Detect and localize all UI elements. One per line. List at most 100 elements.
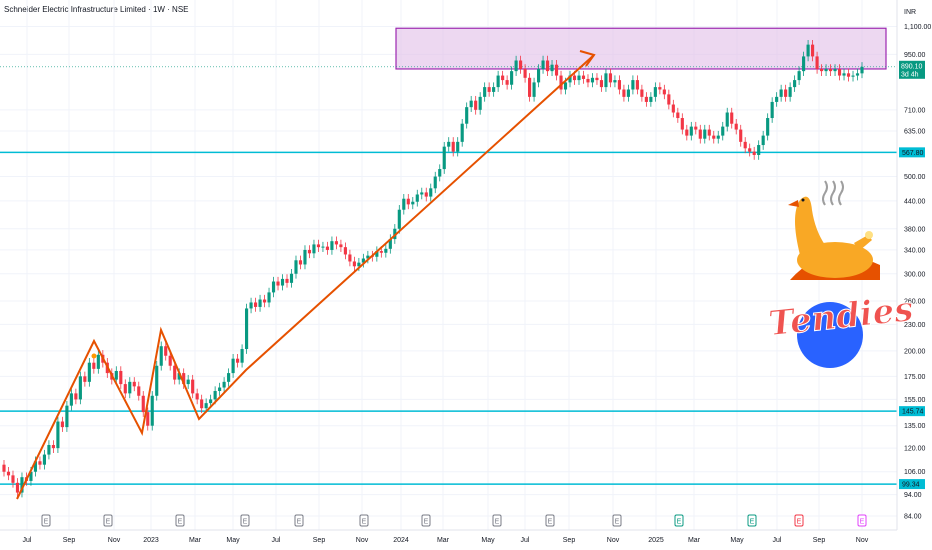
- candle-body: [779, 89, 783, 97]
- earnings-marker-label: E: [548, 519, 553, 526]
- candle-body: [366, 255, 370, 259]
- candle-body: [379, 251, 383, 253]
- candle-body: [267, 292, 271, 303]
- candle-body: [766, 118, 770, 136]
- candle-body: [775, 96, 779, 102]
- candle-body: [11, 475, 15, 483]
- candle-body: [253, 302, 258, 307]
- chart-title: Schneider Electric Infrastructure Limite…: [4, 5, 189, 14]
- logo-drumstick: [854, 235, 872, 251]
- candle-body: [510, 71, 514, 85]
- candle-body: [734, 123, 738, 130]
- candle-body: [447, 141, 451, 147]
- x-tick-label: Nov: [607, 537, 620, 544]
- candle-body: [15, 482, 20, 493]
- earnings-marker-label: E: [495, 519, 500, 526]
- candle-body: [42, 454, 47, 465]
- candle-body: [653, 87, 657, 97]
- y-tick-label: 635.00: [904, 129, 926, 136]
- candle-body: [240, 349, 244, 363]
- y-tick-label: 380.00: [904, 226, 926, 233]
- candle-body: [851, 75, 855, 77]
- candle-body: [47, 444, 51, 455]
- candle-body: [536, 68, 541, 83]
- earnings-marker: E: [492, 514, 502, 527]
- candle-body: [474, 100, 478, 110]
- candle-body: [590, 77, 595, 83]
- support-price-tag: [899, 479, 925, 490]
- candle-body: [802, 56, 806, 72]
- candle-body: [698, 129, 702, 139]
- marker-dot: [91, 353, 97, 359]
- zigzag-pattern: [16, 54, 595, 500]
- candle-body: [123, 384, 127, 394]
- candle-body: [325, 246, 330, 250]
- candle-body: [626, 89, 630, 97]
- candle-body: [532, 82, 536, 97]
- candle-body: [721, 126, 725, 136]
- candle-body: [433, 176, 437, 189]
- candle-body: [451, 141, 455, 152]
- candle-body: [227, 373, 231, 382]
- candle-body: [465, 107, 469, 124]
- x-tick-label: Nov: [856, 537, 869, 544]
- candle-body: [186, 379, 190, 385]
- candle-body: [411, 201, 415, 205]
- earnings-marker: E: [41, 514, 51, 527]
- earnings-marker-label: E: [362, 519, 367, 526]
- candle-body: [806, 44, 810, 57]
- candle-body: [595, 77, 599, 81]
- candle-body: [29, 471, 33, 481]
- y-tick-label: 106.00: [904, 469, 926, 476]
- candle-body: [195, 393, 199, 400]
- candle-body: [658, 87, 662, 90]
- earnings-marker: E: [103, 514, 113, 527]
- y-tick-label: 1,100.00: [904, 24, 931, 31]
- candle-body: [617, 80, 621, 90]
- candle-body: [159, 346, 163, 366]
- candle-body: [577, 75, 581, 81]
- support-price-tag: [899, 406, 925, 417]
- y-tick-label: 710.00: [904, 107, 926, 114]
- candle-body: [406, 198, 410, 205]
- last-price-tag: [899, 60, 925, 79]
- x-tick-label: Jul: [521, 537, 530, 544]
- x-tick-label: May: [730, 537, 744, 544]
- candle-body: [644, 96, 648, 102]
- candle-body: [492, 87, 496, 92]
- candle-body: [231, 358, 235, 374]
- candle-body: [662, 89, 666, 95]
- candle-body: [393, 228, 397, 240]
- countdown-label: 3d 4h: [901, 71, 919, 78]
- candle-body: [87, 362, 91, 382]
- candle-body: [137, 386, 141, 396]
- candle-body: [334, 241, 338, 245]
- earnings-marker-label: E: [424, 519, 429, 526]
- logo-turkey-body: [797, 242, 873, 278]
- candle-body: [676, 112, 680, 119]
- candle-body: [649, 96, 653, 102]
- candle-body: [707, 129, 711, 136]
- x-tick-label: Nov: [108, 537, 121, 544]
- candle-body: [860, 66, 864, 74]
- logo-eye: [801, 198, 805, 202]
- candle-body: [586, 78, 590, 83]
- support-price-label: 567.80: [902, 150, 924, 157]
- candle-body: [280, 278, 285, 286]
- candle-body: [496, 75, 500, 88]
- candle-body: [730, 112, 734, 124]
- candle-body: [60, 421, 64, 428]
- candle-body: [316, 244, 321, 248]
- candle-body: [218, 387, 222, 392]
- candle-body: [209, 399, 213, 404]
- candle-body: [146, 412, 150, 426]
- y-tick-label: 440.00: [904, 198, 926, 205]
- candle-body: [415, 194, 419, 202]
- x-tick-label: Mar: [688, 537, 701, 544]
- candle-body: [375, 251, 379, 257]
- x-tick-label: Sep: [813, 537, 826, 544]
- candle-body: [2, 464, 6, 472]
- candle-body: [712, 135, 716, 139]
- support-price-label: 145.74: [902, 409, 924, 416]
